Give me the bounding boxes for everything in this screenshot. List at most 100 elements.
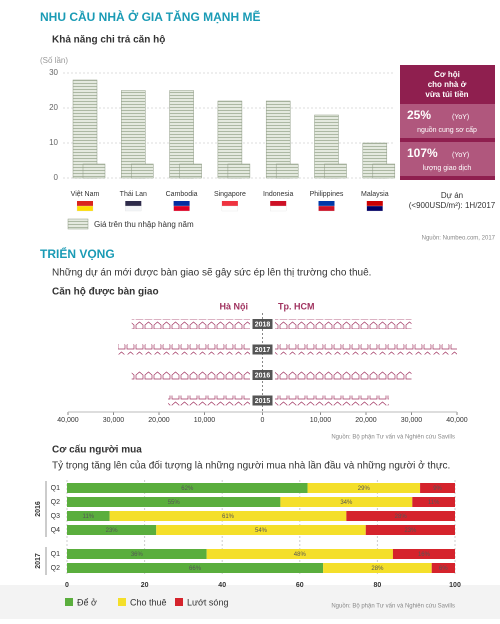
callout-label: nguồn cung sơ cấp	[417, 125, 477, 134]
callout-stat-box	[400, 104, 495, 138]
x-tick-label: Indonesia	[263, 191, 293, 198]
x-tick-label: 30,000	[103, 417, 125, 424]
money-stack	[372, 163, 396, 179]
footer-band	[0, 585, 500, 619]
bar-segment	[412, 497, 455, 507]
year-box	[252, 319, 273, 329]
y-tick-label: 10	[49, 138, 58, 147]
legend-label: Giá trên thu nhập hàng năm	[94, 220, 194, 229]
bar	[275, 319, 412, 329]
x-tick-label: 10,000	[310, 417, 332, 424]
bar-segment	[156, 525, 366, 535]
bar-segment	[67, 549, 207, 559]
bar-segment	[109, 511, 347, 521]
value-label: 29%	[358, 486, 371, 492]
value-label: 48%	[294, 552, 307, 558]
legend-label: Lướt sóng	[187, 597, 228, 607]
category-label: Q2	[51, 499, 60, 506]
value-label: 54%	[255, 528, 268, 534]
value-label: 36%	[131, 552, 144, 558]
money-stack	[82, 163, 106, 179]
legend-swatch	[175, 598, 183, 606]
year-box	[252, 370, 273, 380]
flag	[318, 201, 335, 206]
legend-swatch	[118, 598, 126, 606]
money-stack	[131, 163, 154, 179]
value-label: 11%	[83, 514, 95, 520]
bar	[72, 79, 98, 179]
flag	[318, 205, 335, 212]
chart-subtitle: Tỷ trọng tăng lên của đối tượng là những…	[52, 460, 450, 472]
flag	[366, 201, 383, 206]
flag	[125, 201, 142, 206]
y-tick-label: 0	[54, 173, 59, 182]
section-text: Những dự án mới được bàn giao sẽ gây sức…	[52, 268, 371, 279]
money-stack	[179, 163, 202, 179]
category-label: Q1	[51, 551, 60, 558]
x-tick-label: 0	[65, 582, 69, 589]
callout-title: cho nhà ở	[428, 80, 467, 89]
category-label: 2018	[255, 321, 271, 328]
flag	[270, 205, 287, 212]
bar	[131, 370, 250, 380]
legend-label: Hà Nội	[219, 301, 248, 311]
value-label: 61%	[222, 514, 235, 520]
annotation: (<900USD/m²): 1H/2017	[409, 201, 496, 210]
legend-label: Tp. HCM	[278, 301, 315, 311]
callout-unit: (YoY)	[452, 114, 469, 121]
category-label: 2015	[255, 398, 271, 405]
chart-title: Căn hộ được bàn giao	[52, 287, 159, 298]
x-tick-label: 30,000	[401, 417, 423, 424]
flag	[77, 201, 93, 206]
bar-segment	[431, 563, 455, 573]
category-label: Q3	[51, 513, 60, 520]
callout-stat: 107%	[407, 146, 438, 160]
x-tick-label: 20,000	[355, 417, 377, 424]
bar	[168, 395, 250, 406]
legend-label: Để ở	[77, 597, 97, 607]
x-tick-label: 20	[141, 582, 149, 589]
bar-segment	[67, 497, 281, 507]
callout-stat: 25%	[407, 108, 431, 122]
money-stack	[275, 163, 299, 179]
callout-label: lượng giao dịch	[423, 165, 472, 172]
bar	[275, 344, 457, 355]
bar-segment	[67, 483, 308, 493]
main-title: NHU CẦU NHÀ Ở GIA TĂNG MẠNH MẼ	[40, 9, 260, 24]
bar-segment	[67, 511, 110, 521]
x-tick-label: 20,000	[148, 417, 170, 424]
value-label: 9%	[433, 486, 442, 492]
x-tick-label: 80	[374, 582, 382, 589]
bar-segment	[365, 525, 455, 535]
year-box	[252, 344, 273, 355]
value-label: 34%	[340, 500, 353, 506]
bar	[131, 319, 250, 329]
x-tick-label: 40	[218, 582, 226, 589]
chart-title: Cơ cấu người mua	[52, 444, 142, 456]
annotation: Dự án	[441, 191, 463, 200]
x-tick-label: 100	[449, 582, 461, 589]
value-label: 6%	[439, 566, 448, 572]
x-tick-label: Thái Lan	[120, 191, 147, 198]
bar-segment	[392, 549, 455, 559]
flag	[125, 205, 142, 212]
bar	[118, 344, 250, 355]
y-tick-label: 20	[49, 103, 58, 112]
source: Nguồn: Bộ phận Tư vấn và Nghiên cứu Savi…	[331, 604, 455, 610]
legend-swatch	[65, 598, 73, 606]
source: Nguồn: Numbeo.com, 2017	[422, 236, 496, 242]
value-label: 16%	[418, 552, 431, 558]
bar-segment	[206, 549, 393, 559]
flag	[76, 205, 94, 212]
section-title: TRIỂN VỌNG	[40, 246, 115, 261]
value-label: 28%	[395, 514, 408, 520]
x-tick-label: Cambodia	[166, 191, 198, 198]
flag	[221, 205, 239, 212]
bar-segment	[280, 497, 413, 507]
x-tick-label: Philippines	[310, 191, 344, 198]
value-label: 23%	[106, 528, 119, 534]
bar-segment	[420, 483, 455, 493]
flag	[173, 201, 190, 206]
